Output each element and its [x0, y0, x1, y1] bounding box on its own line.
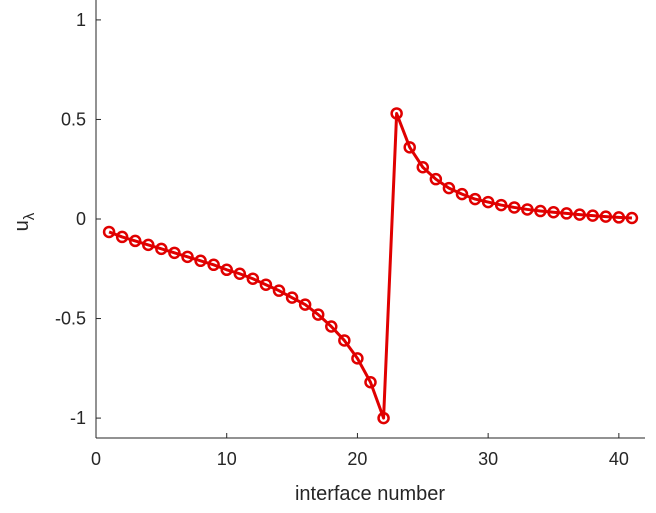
x-tick-label: 0 [91, 449, 101, 469]
data-point-marker [442, 181, 456, 195]
data-point-marker [351, 352, 364, 365]
data-point-marker [194, 254, 207, 268]
data-point-marker [272, 284, 286, 297]
data-point-marker [364, 376, 377, 389]
data-point-marker [181, 250, 194, 264]
data-point-marker [612, 211, 626, 224]
data-point-marker [259, 278, 273, 291]
data-point-marker [128, 234, 142, 248]
data-point-marker [521, 203, 534, 216]
data-point-marker [455, 187, 469, 201]
y-tick-label: -0.5 [55, 309, 86, 329]
data-point-marker [338, 334, 351, 347]
data-point-marker [377, 411, 390, 425]
data-point-marker [102, 225, 116, 239]
data-point-marker [298, 298, 312, 311]
y-tick-label: 1 [76, 10, 86, 30]
data-point-marker [311, 308, 325, 321]
data-point-marker [586, 209, 599, 222]
data-point-marker [155, 242, 168, 256]
data-point-marker [416, 160, 430, 174]
y-axis-label-main: u [11, 220, 33, 231]
data-point-marker [115, 230, 129, 244]
data-point-marker [534, 204, 547, 218]
data-point-marker [508, 201, 521, 214]
x-ticks: 0 10 20 30 40 [91, 433, 629, 469]
x-tick-label: 20 [347, 449, 367, 469]
data-point-marker [481, 195, 495, 209]
data-point-marker [573, 208, 586, 221]
data-point-marker [468, 192, 482, 206]
y-ticks: -1 -0.5 0 0.5 1 [55, 10, 101, 428]
data-point-marker [390, 107, 403, 120]
x-tick-label: 40 [609, 449, 629, 469]
data-point-marker [325, 320, 338, 333]
data-point-marker [142, 238, 155, 252]
data-point-marker [207, 258, 220, 272]
data-point-marker [494, 198, 508, 212]
series-group [102, 107, 639, 425]
data-point-marker [547, 205, 560, 219]
data-point-marker [560, 207, 573, 220]
y-axis-label: uλ [11, 212, 38, 231]
axes [95, 0, 645, 439]
data-point-marker [220, 263, 233, 277]
data-point-marker [429, 172, 443, 186]
data-point-marker [246, 272, 260, 285]
y-axis-label-subscript: λ [21, 212, 38, 220]
x-tick-label: 10 [217, 449, 237, 469]
x-axis-label: interface number [295, 483, 445, 505]
y-tick-label: 0.5 [61, 109, 86, 129]
data-point-marker [625, 211, 639, 225]
x-tick-label: 30 [478, 449, 498, 469]
data-point-marker [233, 267, 247, 280]
y-tick-label: -1 [70, 408, 86, 428]
y-tick-label: 0 [76, 209, 86, 229]
data-point-marker [285, 291, 299, 304]
series-line [108, 111, 632, 420]
data-point-marker [403, 141, 416, 154]
data-point-marker [599, 210, 613, 223]
data-point-marker [168, 246, 181, 260]
